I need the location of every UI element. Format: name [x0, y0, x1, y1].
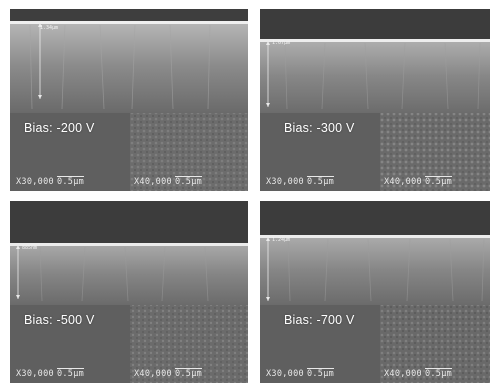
- bias-label: Bias: -700 V: [284, 313, 355, 327]
- scale-length-label: 0.5μm: [56, 176, 85, 187]
- sem-panel-bias-500: 885nm Bias: -500 V X30,000 0.5μm X40,000 0…: [10, 201, 248, 383]
- magnification-label: X30,000: [266, 177, 304, 187]
- thickness-label: 1.34μm: [40, 25, 59, 31]
- magnification-label: X30,000: [266, 369, 304, 379]
- bias-label: Bias: -200 V: [24, 121, 95, 135]
- magnification-label: X40,000: [384, 369, 422, 379]
- scale-length-label: 0.5μm: [174, 368, 203, 379]
- scale-length-label: 0.5μm: [174, 176, 203, 187]
- thickness-label: 1.24μm: [272, 237, 291, 243]
- sem-panel-bias-200: 1.34μm Bias: -200 V X30,000 0.5μm X40,000…: [10, 9, 248, 191]
- sem-panel-bias-700: 1.24μm Bias: -700 V X30,000 0.5μm X40,000…: [260, 201, 490, 383]
- magnification-label: X40,000: [384, 177, 422, 187]
- scale-bar-right: X40,000 0.5μm: [134, 176, 203, 187]
- scale-bar-right: X40,000 0.5μm: [384, 176, 453, 187]
- magnification-label: X30,000: [16, 369, 54, 379]
- scale-bar-left: X30,000 0.5μm: [266, 368, 335, 379]
- thickness-label: 1.07μm: [272, 40, 291, 46]
- magnification-label: X30,000: [16, 177, 54, 187]
- scale-bar-left: X30,000 0.5μm: [16, 176, 85, 187]
- sem-micrograph-background: [10, 201, 248, 383]
- magnification-label: X40,000: [134, 369, 172, 379]
- scale-length-label: 0.5μm: [424, 176, 453, 187]
- scale-bar-left: X30,000 0.5μm: [16, 368, 85, 379]
- magnification-label: X40,000: [134, 177, 172, 187]
- scale-bar-right: X40,000 0.5μm: [384, 368, 453, 379]
- scale-length-label: 0.5μm: [306, 368, 335, 379]
- bias-label: Bias: -300 V: [284, 121, 355, 135]
- scale-length-label: 0.5μm: [56, 368, 85, 379]
- scale-length-label: 0.5μm: [424, 368, 453, 379]
- sem-panel-bias-300: 1.07μm Bias: -300 V X30,000 0.5μm X40,000…: [260, 9, 490, 191]
- sem-micrograph-background: [260, 201, 490, 383]
- scale-length-label: 0.5μm: [306, 176, 335, 187]
- sem-micrograph-background: [260, 9, 490, 191]
- thickness-label: 885nm: [22, 245, 38, 251]
- scale-bar-right: X40,000 0.5μm: [134, 368, 203, 379]
- scale-bar-left: X30,000 0.5μm: [266, 176, 335, 187]
- sem-micrograph-background: [10, 9, 248, 191]
- bias-label: Bias: -500 V: [24, 313, 95, 327]
